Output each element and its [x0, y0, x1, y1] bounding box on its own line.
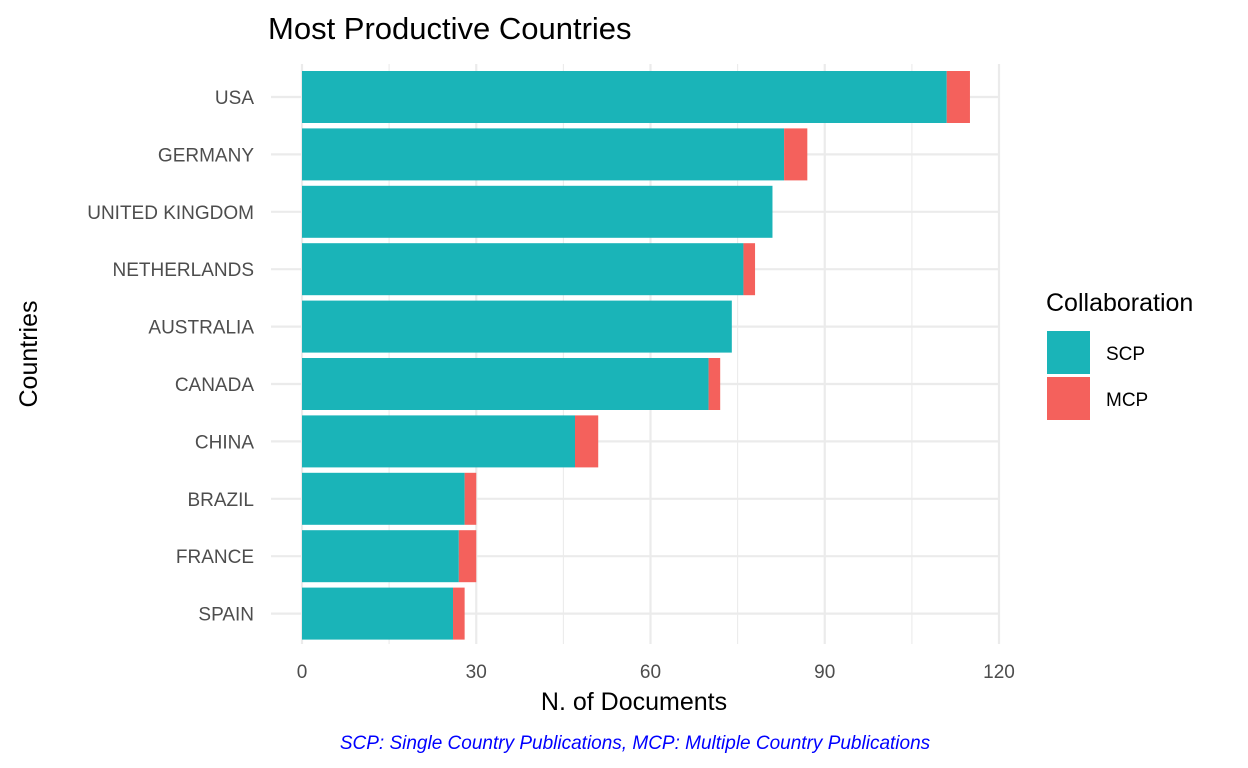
bar-mcp-germany — [784, 128, 808, 181]
legend-key-mcp — [1047, 377, 1090, 420]
chart-caption: SCP: Single Country Publications, MCP: M… — [340, 733, 931, 754]
legend-label-mcp: MCP — [1106, 390, 1148, 411]
y-tick-label: SPAIN — [198, 605, 254, 626]
y-tick-label: USA — [215, 88, 254, 109]
bar-scp-australia — [302, 300, 732, 353]
bar-scp-china — [302, 415, 575, 468]
y-tick-label: CANADA — [175, 375, 255, 396]
y-tick-label: GERMANY — [158, 145, 254, 166]
bar-mcp-china — [574, 415, 599, 468]
x-tick-label: 90 — [814, 662, 835, 683]
bar-scp-spain — [302, 587, 454, 640]
bars — [302, 71, 970, 640]
bar-scp-brazil — [302, 472, 465, 525]
y-tick-label: UNITED KINGDOM — [87, 203, 254, 224]
y-tick-label: NETHERLANDS — [113, 260, 254, 281]
bar-mcp-brazil — [464, 472, 477, 525]
chart-title: Most Productive Countries — [268, 11, 632, 46]
bar-scp-canada — [302, 358, 709, 410]
y-tick-label: AUSTRALIA — [148, 318, 254, 339]
bar-mcp-netherlands — [743, 243, 756, 296]
x-tick-label: 120 — [983, 662, 1015, 683]
bar-mcp-spain — [453, 587, 465, 640]
bar-scp-germany — [302, 128, 785, 181]
bar-mcp-usa — [946, 71, 970, 123]
bar-scp-usa — [302, 71, 947, 123]
legend: Collaboration SCP MCP — [1046, 289, 1193, 420]
bar-scp-united-kingdom — [302, 185, 773, 238]
bar-scp-netherlands — [302, 243, 744, 296]
y-tick-label: FRANCE — [176, 547, 254, 568]
legend-label-scp: SCP — [1106, 344, 1145, 365]
y-tick-label: CHINA — [195, 432, 254, 453]
x-tick-label: 60 — [640, 662, 661, 683]
x-tick-label: 0 — [297, 662, 308, 683]
legend-title: Collaboration — [1046, 289, 1193, 317]
bar-mcp-canada — [708, 358, 721, 410]
x-axis-title: N. of Documents — [541, 688, 727, 716]
x-tick-label: 30 — [466, 662, 487, 683]
y-tick-labels: USA GERMANY UNITED KINGDOM NETHERLANDS AUSTR… — [87, 88, 254, 626]
y-tick-label: BRAZIL — [187, 490, 254, 511]
y-axis-title: Countries — [15, 301, 43, 408]
x-tick-labels: 0 30 60 90 120 — [297, 662, 1015, 683]
legend-items: SCP MCP — [1047, 331, 1148, 420]
legend-key-scp — [1047, 331, 1090, 374]
bar-mcp-france — [458, 530, 477, 583]
bar-scp-france — [302, 530, 459, 583]
